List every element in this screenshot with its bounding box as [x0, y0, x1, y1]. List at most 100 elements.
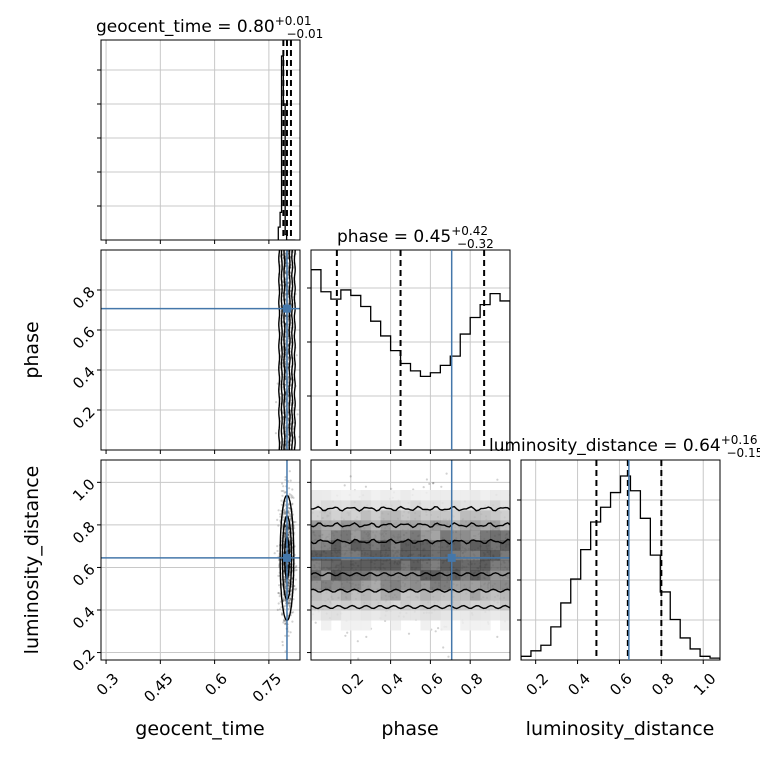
scatter-ld-phase-density-cell — [430, 550, 441, 561]
scatter-ld-phase-density-cell — [330, 590, 342, 601]
scatter-ld-phase-density-cell — [420, 570, 431, 581]
scatter-ld-phase-density-cell — [450, 530, 461, 541]
hist-phase-bar-17 — [480, 305, 490, 450]
scatter-ld-geocent-time-point — [283, 598, 286, 601]
scatter-ld-phase-density-cell — [490, 540, 501, 551]
scatter-ld-phase-density-cell — [460, 610, 471, 621]
scatter-ld-geocent-time-point — [288, 470, 291, 473]
scatter-ld-phase-density-cell — [380, 500, 392, 511]
scatter-ld-phase-density-cell — [420, 490, 431, 501]
scatter-ld-phase-density-cell — [380, 590, 392, 601]
scatter-ld-phase-density-cell — [370, 510, 382, 521]
scatter-ld-phase-density-cell — [430, 490, 441, 501]
scatter-ld-geocent-time-point — [288, 581, 291, 584]
scatter-ld-phase-density-cell — [470, 530, 481, 541]
scatter-ld-phase-density-cell — [500, 490, 510, 501]
scatter-ld-phase-density-cell — [311, 540, 322, 551]
scatter-ld-phase-point — [425, 478, 428, 481]
scatter-ld-geocent-time-point — [281, 640, 284, 644]
hist-luminosity-distance-xtick-label-3: 0.8 — [648, 670, 678, 700]
hist-luminosity-distance-bar-8 — [601, 507, 611, 660]
scatter-ld-phase-density-cell — [440, 600, 451, 611]
scatter-ld-geocent-time-point — [289, 479, 292, 482]
scatter-ld-geocent-time-point — [283, 535, 287, 538]
scatter-ld-geocent-time-point — [292, 496, 295, 499]
scatter-ld-phase-density-cell — [440, 580, 451, 591]
scatter-ld-geocent-time-point — [295, 568, 298, 572]
scatter-ld-phase-density-cell — [410, 510, 421, 521]
scatter-ld-phase-contour-2a — [311, 505, 510, 512]
scatter-ld-phase-xtick-label-0: 0.2 — [338, 670, 368, 700]
scatter-ld-phase-density-cell — [400, 580, 411, 591]
scatter-ld-phase-density-cell — [490, 530, 501, 541]
hist-phase-bar-13 — [440, 365, 450, 450]
scatter-ld-phase-density-cell — [350, 540, 362, 551]
scatter-ld-geocent-time-point — [287, 578, 290, 582]
scatter-ld-phase-density-cell — [440, 510, 451, 521]
scatter-ld-geocent-time-point — [294, 569, 297, 572]
scatter-ld-phase-density-cell — [330, 500, 342, 511]
scatter-ld-phase-density-cell — [420, 580, 431, 591]
scatter-ld-geocent-time-point — [284, 587, 287, 590]
scatter-ld-geocent-time-point — [284, 599, 287, 603]
scatter-ld-phase-frame — [310, 459, 511, 661]
scatter-ld-phase-density-cell — [400, 550, 411, 561]
scatter-ld-phase-point — [440, 485, 443, 488]
scatter-ld-phase-density-cell — [390, 590, 402, 601]
scatter-ld-phase-density-cell — [320, 540, 332, 551]
scatter-ld-phase-density-cell — [410, 500, 421, 511]
scatter-ld-phase-density-cell — [340, 590, 352, 601]
scatter-ld-phase-density-cell — [390, 620, 402, 631]
scatter-ld-geocent-time-point — [277, 591, 280, 595]
scatter-ld-phase-density-cell — [370, 550, 382, 561]
scatter-ld-phase-density-cell — [400, 500, 411, 511]
scatter-ld-geocent-time-ytick-label-3: 0.8 — [69, 518, 99, 548]
scatter-ld-geocent-time-point — [282, 619, 286, 623]
scatter-ld-phase-density-cell — [480, 530, 491, 541]
scatter-ld-phase-density-cell — [430, 560, 441, 571]
scatter-ld-geocent-time-point — [289, 599, 292, 602]
scatter-ld-geocent-time-point — [278, 584, 281, 587]
scatter-ld-phase-density-cell — [330, 600, 342, 611]
scatter-ld-geocent-time-point — [283, 580, 286, 583]
scatter-ld-geocent-time-point — [276, 545, 279, 548]
scatter-ld-geocent-time-point — [288, 487, 291, 490]
hist-luminosity-distance-xtick-label-0: 0.2 — [522, 670, 552, 700]
scatter-ld-geocent-time-point — [276, 608, 279, 612]
scatter-ld-geocent-time-point — [281, 526, 284, 529]
scatter-ld-geocent-time-point — [283, 510, 286, 513]
scatter-ld-phase-density-cell — [390, 600, 402, 611]
scatter-ld-phase-point — [445, 472, 448, 475]
scatter-ld-phase-density-cell — [320, 600, 332, 611]
scatter-ld-phase-density-cell — [311, 570, 322, 581]
scatter-ld-phase-density-cell — [350, 600, 362, 611]
scatter-ld-geocent-time-point — [287, 634, 290, 638]
scatter-ld-geocent-time-point — [288, 580, 291, 583]
scatter-ld-geocent-time-point — [287, 511, 290, 515]
scatter-phase-geocent-time-truth-marker — [282, 304, 291, 313]
scatter-phase-geocent-time-point — [276, 382, 279, 385]
scatter-ld-phase-density-cell — [480, 600, 491, 611]
scatter-ld-phase-density-cell — [320, 610, 332, 621]
scatter-ld-phase-density-cell — [350, 570, 362, 581]
scatter-ld-phase-density-cell — [390, 520, 402, 531]
scatter-ld-phase-density-cell — [500, 530, 510, 541]
scatter-ld-geocent-time-point — [279, 513, 282, 516]
scatter-ld-phase-density-cell — [340, 510, 352, 521]
scatter-ld-phase-density-cell — [490, 510, 501, 521]
scatter-ld-phase-point — [365, 635, 368, 639]
scatter-ld-phase-contour-1b — [311, 588, 510, 593]
scatter-ld-phase-point — [356, 640, 359, 643]
hist-luminosity-distance-bar-17 — [690, 649, 700, 660]
scatter-ld-geocent-time-xtick-label-1: 0.45 — [140, 670, 176, 706]
scatter-ld-geocent-time-point — [294, 578, 297, 581]
hist-phase-bar-8 — [391, 351, 401, 450]
scatter-ld-geocent-time-point — [277, 509, 280, 512]
scatter-ld-phase-density-cell — [330, 510, 342, 521]
scatter-ld-geocent-time-point — [287, 584, 290, 588]
hist-luminosity-distance-step — [521, 475, 720, 660]
hist-luminosity-distance-bar-16 — [680, 638, 690, 660]
scatter-ld-geocent-time-point — [284, 534, 287, 537]
xlabel-luminosity-distance: luminosity_distance — [526, 718, 715, 740]
scatter-ld-phase-density-cell — [450, 520, 461, 531]
